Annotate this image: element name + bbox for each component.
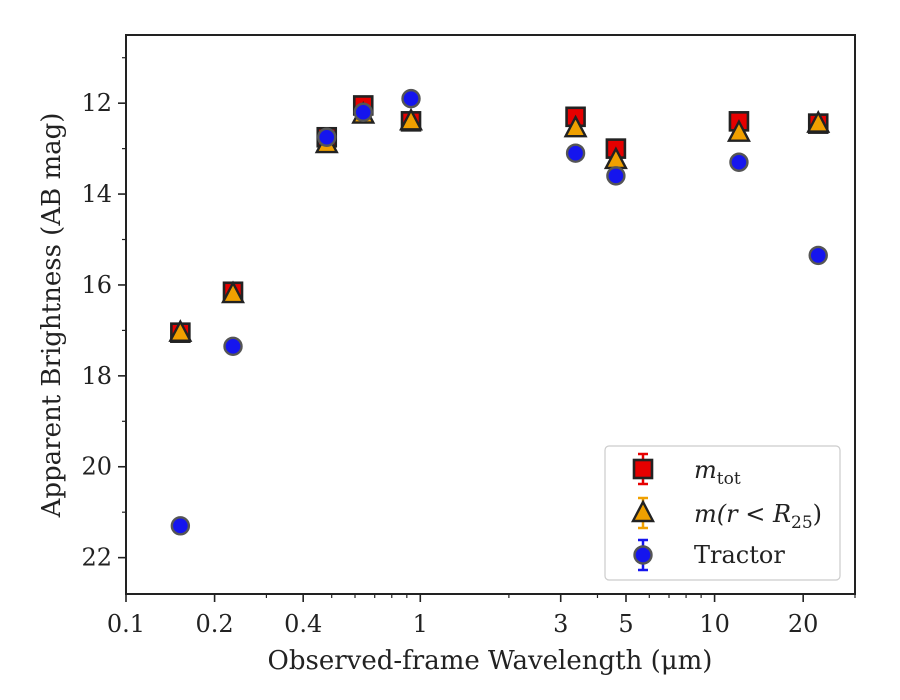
legend-marker-mtot [632, 458, 654, 480]
y-tick-label: 18 [81, 362, 112, 390]
y-tick-label: 12 [81, 89, 112, 117]
y-tick-label: 14 [81, 180, 112, 208]
x-tick-label: 0.1 [107, 610, 145, 638]
y-tick-label: 22 [81, 544, 112, 572]
mr25-point [563, 114, 588, 138]
plot-area [168, 88, 831, 536]
series-tractor [170, 88, 828, 536]
mr25-point [168, 319, 193, 342]
mr25-point [221, 280, 245, 304]
tractor-point [317, 127, 337, 147]
x-axis: 0.1 0.2 0.4 1 3 5 10 20 [107, 594, 856, 638]
tractor-point [401, 88, 421, 109]
x-tick-label: 0.2 [196, 610, 234, 638]
x-tick-label: 3 [553, 610, 568, 638]
x-tick-label: 5 [618, 610, 633, 638]
tractor-point [729, 152, 749, 172]
tractor-point [808, 245, 828, 266]
legend-marker-mr25 [631, 499, 655, 523]
x-tick-label: 0.4 [284, 610, 322, 638]
y-tick-label: 20 [81, 453, 112, 481]
x-axis-label: Observed-frame Wavelength (μm) [268, 646, 713, 676]
series-mtot [170, 95, 829, 343]
x-tick-label: 1 [413, 610, 428, 638]
x-tick-label: 10 [699, 610, 730, 638]
mr25-point [399, 107, 424, 131]
mr25-point [726, 119, 751, 142]
y-axis: 12 14 16 18 20 22 [81, 57, 126, 572]
legend-box [604, 445, 841, 581]
x-tick-label: 20 [788, 610, 819, 638]
tractor-point [565, 143, 586, 163]
legend: mtot m(r < R25) Tractor [604, 445, 841, 581]
legend-label-mr25: m(r < R25) [694, 500, 822, 533]
y-axis-label: Apparent Brightness (AB mag) [37, 113, 67, 519]
y-tick-label: 16 [81, 271, 112, 299]
tractor-point [353, 102, 373, 122]
legend-label-mtot: mtot [694, 456, 741, 489]
axes-frame [125, 34, 856, 595]
legend-marker-tractor [633, 545, 653, 565]
tractor-point [170, 516, 191, 536]
mr25-point [806, 110, 831, 133]
tractor-point [606, 166, 626, 186]
series-mr25 [168, 100, 831, 342]
legend-label-tractor: Tractor [694, 541, 785, 569]
tractor-point [223, 336, 243, 357]
